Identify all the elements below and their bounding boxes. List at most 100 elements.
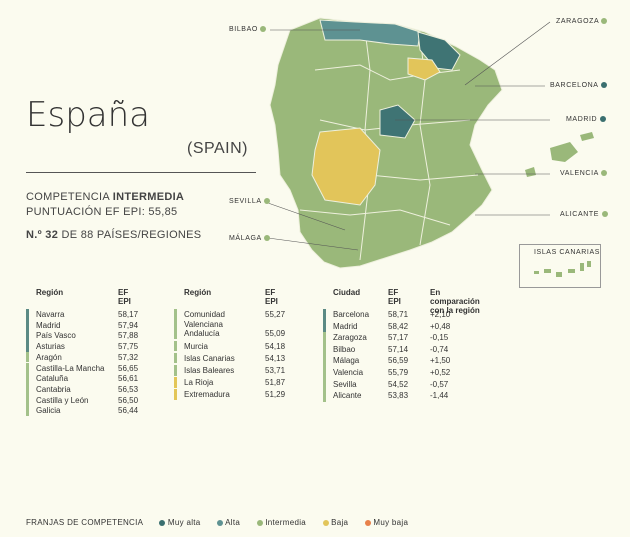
- table-row-value: 58,17: [118, 310, 139, 319]
- table-row-compare: +0,48: [430, 321, 451, 331]
- table-row-value: 56,44: [118, 406, 139, 416]
- table-row-value: 56,65: [118, 363, 139, 373]
- zaragoza-dot: [601, 18, 608, 25]
- band-bar: [323, 390, 326, 402]
- table-row-value: 51,87: [265, 378, 286, 388]
- table-row-value: 53,83: [388, 391, 409, 401]
- map-leader-lines: [267, 21, 551, 251]
- t1-header-epi: EF EPI: [118, 288, 131, 306]
- table-row-name: Madrid: [333, 321, 358, 331]
- band-bar: [26, 319, 29, 331]
- table-row-name-line2: Valenciana: [184, 319, 223, 329]
- table-row-value: 57,14: [388, 344, 409, 354]
- table-row-value: 54,52: [388, 379, 409, 389]
- table-row-value: 56,53: [118, 384, 139, 394]
- table-row-name: Castilla-La Mancha: [36, 363, 105, 373]
- table-row-value: 55,09: [265, 329, 286, 339]
- legend-dot-intermedia: [256, 519, 263, 526]
- table-row-value: 58,71: [388, 310, 409, 319]
- legend-item-muy-alta: Muy alta: [159, 518, 200, 527]
- table-row-value: 57,32: [118, 352, 139, 362]
- canary-islands-shapes: [534, 261, 591, 277]
- table-row-compare: +2,10: [430, 310, 451, 319]
- map-region-larioja: [407, 57, 441, 81]
- table-row-value: 56,61: [118, 374, 139, 384]
- band-bar: [26, 394, 29, 406]
- rank-number: N.º 32: [26, 229, 59, 241]
- table-row-name: Extremadura: [184, 390, 230, 400]
- legend: FRANJAS DE COMPETENCIA Muy alta Alta Int…: [26, 518, 408, 527]
- table-row-value: 57,75: [118, 342, 139, 352]
- band-bar: [26, 330, 29, 342]
- table-row-name: Alicante: [333, 391, 362, 401]
- score-line: PUNTUACIÓN EF EPI: 55,85: [26, 206, 178, 218]
- table-row-name: Barcelona: [333, 310, 370, 319]
- table-row-name: Cantabria: [36, 384, 71, 394]
- t2-header-region: Región: [184, 288, 212, 297]
- map-label-bilbao: BILBAO: [229, 26, 267, 33]
- map-region-north: [319, 19, 421, 47]
- map-label-zaragoza: ZARAGOZA: [556, 18, 608, 25]
- bilbao-dot: [260, 26, 267, 33]
- band-bar: [174, 365, 177, 376]
- rank-line: N.º 32 DE 88 PAÍSES/REGIONES: [26, 229, 201, 241]
- table-row-compare: +0,52: [430, 368, 451, 377]
- table-row-name: Málaga: [333, 356, 360, 366]
- map-label-alicante: ALICANTE: [560, 211, 608, 218]
- table-row-name: Castilla y León: [36, 395, 89, 405]
- band-bar: [26, 309, 29, 320]
- band-bar: [26, 341, 29, 352]
- table-row-compare: -1,44: [430, 391, 449, 401]
- table-row-name: Aragón: [36, 352, 62, 362]
- map-region-extremadura: [311, 127, 381, 206]
- madrid-dot: [599, 116, 606, 123]
- map-label-sevilla: SEVILLA: [229, 198, 270, 205]
- table-row-name: Murcia: [184, 341, 209, 351]
- competence-summary: COMPETENCIA INTERMEDIA PUNTUACIÓN EF EPI…: [26, 190, 184, 220]
- table-row-value: 56,59: [388, 356, 409, 366]
- legend-dot-muy-alta: [159, 519, 166, 526]
- malaga-dot: [263, 235, 270, 242]
- title-divider: [26, 172, 256, 173]
- page-subtitle: (SPAIN): [187, 140, 248, 157]
- table-row-value: 53,71: [265, 366, 286, 375]
- map-island-mallorca: [550, 142, 578, 162]
- table-row-value: 57,17: [388, 333, 409, 343]
- table-row-name: Zaragoza: [333, 333, 367, 343]
- map-island-menorca: [580, 132, 594, 141]
- legend-item-muy-baja: Muy baja: [364, 518, 408, 527]
- map-label-malaga: MÁLAGA: [229, 235, 270, 242]
- sevilla-dot: [263, 198, 270, 205]
- valencia-dot: [601, 170, 608, 177]
- map-region-navarra: [417, 31, 461, 71]
- band-bar: [174, 309, 177, 331]
- legend-title: FRANJAS DE COMPETENCIA: [26, 518, 143, 527]
- competence-level: INTERMEDIA: [112, 191, 185, 203]
- table-row-name: Bilbao: [333, 344, 356, 354]
- table-row-value: 55,79: [388, 368, 409, 377]
- table-row-compare: +1,50: [430, 356, 451, 366]
- t3-header-epi: EF EPI: [388, 288, 401, 306]
- t2-header-epi: EF EPI: [265, 288, 278, 306]
- band-bar: [174, 377, 177, 388]
- band-bar: [26, 405, 29, 416]
- table-row-value: 54,18: [265, 341, 286, 351]
- table-row-name: Madrid: [36, 320, 61, 330]
- table-row-compare: -0,74: [430, 344, 449, 354]
- competence-prefix: COMPETENCIA: [26, 191, 113, 203]
- band-bar: [174, 389, 177, 401]
- canary-label: ISLAS CANARIAS: [534, 249, 600, 256]
- table-row-value: 58,42: [388, 321, 409, 331]
- spain-map: [267, 17, 594, 269]
- table-row-value: 55,27: [265, 310, 286, 319]
- map-region-madrid: [379, 104, 416, 139]
- table-row-name: Andalucía: [184, 329, 220, 339]
- band-bar: [26, 373, 29, 384]
- table-row-name: País Vasco: [36, 331, 76, 341]
- legend-dot-muy-baja: [364, 519, 371, 526]
- band-bar: [323, 343, 326, 356]
- band-bar: [323, 367, 326, 379]
- table-row-name: Islas Baleares: [184, 366, 235, 375]
- band-bar: [26, 351, 29, 363]
- table-row-value: 51,29: [265, 390, 286, 400]
